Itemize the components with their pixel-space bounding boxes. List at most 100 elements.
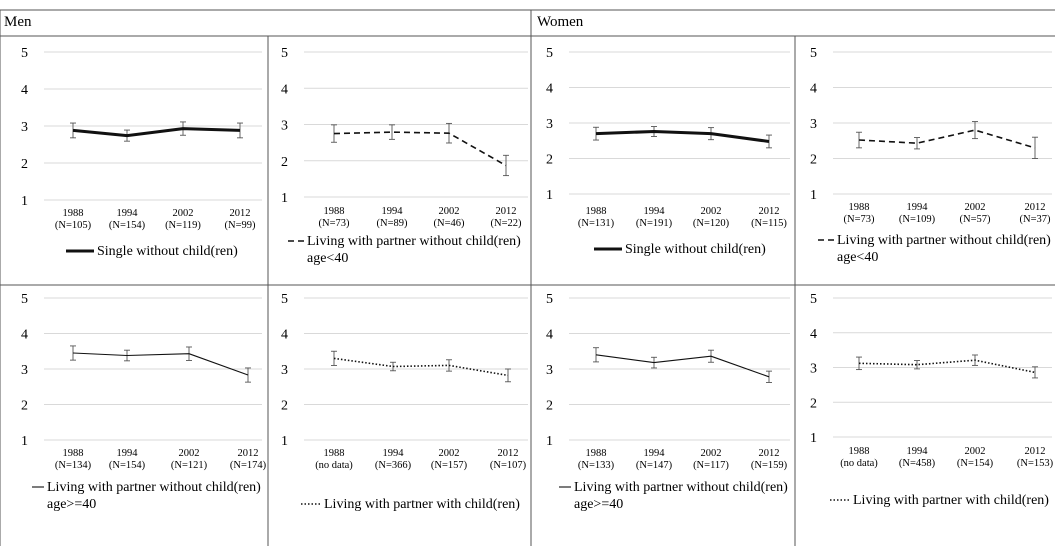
chart-panel-6: 1 2 3 4 5 1988(no data) 1994(N=366) 2002(N=157)…	[281, 292, 528, 512]
sample-size-label: (N=37)	[1020, 214, 1052, 225]
y-tick-label: 4	[21, 83, 28, 98]
sample-size-label: (N=458)	[899, 458, 936, 469]
y-tick-label: 3	[546, 117, 553, 132]
y-tick-label: 1	[21, 194, 28, 209]
x-tick-label: 1988	[849, 446, 870, 457]
legend-label: Living with partner without child(ren)	[47, 480, 261, 495]
x-tick-label: 1988	[586, 206, 607, 217]
y-tick-label: 3	[810, 117, 817, 132]
sample-size-label: (N=73)	[319, 218, 351, 229]
sample-size-label: (N=57)	[960, 214, 992, 225]
y-tick-label: 4	[810, 327, 817, 342]
y-tick-label: 5	[281, 292, 288, 307]
chart-panel-5: 1 2 3 4 5 1988(N=134) 1994(N=154) 2002(N=121) 20…	[21, 292, 267, 512]
y-tick-label: 1	[546, 434, 553, 449]
y-tick-label: 2	[21, 399, 28, 414]
sample-size-label: (N=121)	[171, 460, 208, 471]
legend-label: Living with partner without child(ren)	[837, 233, 1051, 248]
y-tick-label: 1	[546, 188, 553, 203]
sample-size-label: (N=154)	[957, 458, 994, 469]
x-tick-label: 1988	[849, 202, 870, 213]
y-tick-label: 5	[21, 46, 28, 61]
y-tick-label: 1	[281, 434, 288, 449]
x-tick-label: 2002	[965, 202, 986, 213]
y-tick-label: 4	[21, 328, 28, 343]
men-header: Men	[4, 14, 32, 30]
sample-size-label: (N=107)	[490, 460, 527, 471]
y-tick-label: 5	[810, 46, 817, 61]
y-tick-label: 5	[21, 292, 28, 307]
sample-size-label: (N=131)	[578, 218, 615, 229]
y-tick-label: 4	[546, 82, 553, 97]
x-tick-label: 2002	[701, 448, 722, 459]
legend-label: age<40	[307, 251, 348, 266]
sample-size-label: (N=89)	[377, 218, 409, 229]
legend-label: Single without child(ren)	[625, 242, 766, 257]
chart-panel-4: 1 2 3 4 5 1988(N=73) 1994(N=109) 2002(N=57) 2012…	[810, 46, 1052, 265]
chart-panel-3: 1 2 3 4 5 1988(N=131) 1994(N=191) 2002(N=120) 20…	[546, 46, 790, 257]
sample-size-label: (N=22)	[491, 218, 523, 229]
y-tick-label: 3	[21, 120, 28, 135]
sample-size-label: (no data)	[315, 460, 353, 471]
x-tick-label: 2002	[173, 208, 194, 219]
y-tick-label: 1	[281, 191, 288, 206]
chart-panel-8: 1 2 3 4 5 1988(no data) 1994(N=458) 2002(N=154)…	[810, 292, 1054, 508]
sample-size-label: (no data)	[840, 458, 878, 469]
women-header: Women	[537, 14, 584, 30]
x-tick-label: 2012	[498, 448, 519, 459]
sample-size-label: (N=153)	[1017, 458, 1054, 469]
y-tick-label: 3	[21, 363, 28, 378]
x-tick-label: 1994	[644, 206, 666, 217]
x-tick-label: 2002	[701, 206, 722, 217]
legend-label: Living with partner with child(ren)	[324, 497, 520, 512]
x-tick-label: 1988	[324, 206, 345, 217]
x-tick-label: 1994	[383, 448, 405, 459]
legend-label: Living with partner without child(ren)	[307, 234, 521, 249]
chart-panel-1: 1 2 3 4 5 1988(N=105) 1994(N=154) 2002(N=119) 20…	[21, 46, 262, 259]
x-tick-label: 2002	[965, 446, 986, 457]
sample-size-label: (N=191)	[636, 218, 673, 229]
sample-size-label: (N=174)	[230, 460, 267, 471]
sample-size-label: (N=134)	[55, 460, 92, 471]
sample-size-label: (N=157)	[431, 460, 468, 471]
y-tick-label: 1	[21, 434, 28, 449]
y-tick-label: 4	[546, 328, 553, 343]
sample-size-label: (N=99)	[225, 220, 257, 231]
y-tick-label: 2	[281, 155, 288, 170]
sample-size-label: (N=109)	[899, 214, 936, 225]
series-line	[858, 359, 1036, 374]
series-line	[72, 352, 249, 376]
x-tick-label: 2012	[1025, 446, 1046, 457]
y-tick-label: 2	[21, 157, 28, 172]
x-tick-label: 1994	[907, 202, 929, 213]
x-tick-label: 1994	[382, 206, 404, 217]
y-tick-label: 4	[281, 328, 288, 343]
y-tick-label: 1	[810, 188, 817, 203]
sample-size-label: (N=105)	[55, 220, 92, 231]
series-line	[595, 354, 770, 378]
y-tick-label: 2	[810, 153, 817, 168]
y-tick-label: 4	[281, 82, 288, 97]
y-tick-label: 3	[281, 363, 288, 378]
sample-size-label: (N=46)	[434, 218, 466, 229]
chart-panel-2: 1 2 3 4 5 1988(N=73) 1994(N=89) 2002(N=46) 2012(…	[281, 46, 528, 266]
y-tick-label: 4	[810, 82, 817, 97]
sample-size-label: (N=154)	[109, 460, 146, 471]
x-tick-label: 1988	[324, 448, 345, 459]
y-tick-label: 5	[546, 46, 553, 61]
series-line	[333, 357, 509, 377]
x-tick-label: 2012	[230, 208, 251, 219]
y-tick-label: 1	[810, 431, 817, 446]
x-tick-label: 1994	[907, 446, 929, 457]
legend-label: age<40	[837, 250, 878, 265]
sample-size-label: (N=117)	[693, 460, 729, 471]
sample-size-label: (N=73)	[844, 214, 876, 225]
x-tick-label: 2012	[759, 206, 780, 217]
x-tick-label: 2012	[1025, 202, 1046, 213]
sample-size-label: (N=133)	[578, 460, 615, 471]
x-tick-label: 1988	[63, 208, 84, 219]
y-tick-label: 5	[281, 46, 288, 61]
x-tick-label: 1994	[117, 448, 139, 459]
x-tick-label: 1988	[586, 448, 607, 459]
legend-label: age>=40	[574, 497, 623, 512]
